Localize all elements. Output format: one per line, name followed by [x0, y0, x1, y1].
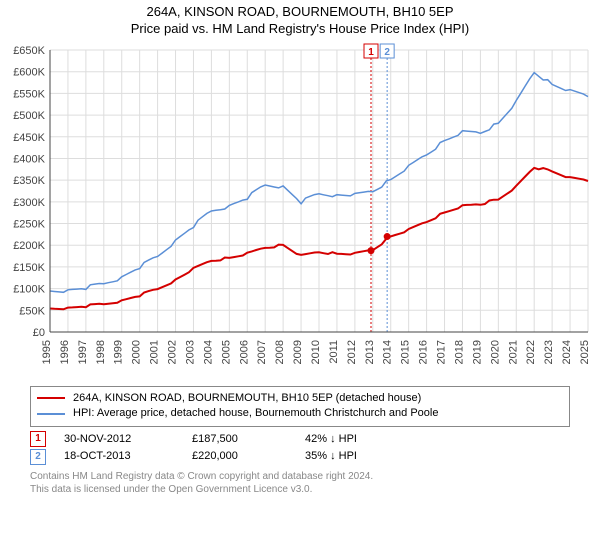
sale-delta-hpi: 42% ↓ HPI — [305, 431, 395, 449]
svg-text:2013: 2013 — [364, 340, 376, 364]
svg-text:£50K: £50K — [19, 305, 45, 317]
svg-text:2024: 2024 — [561, 340, 573, 364]
svg-text:2000: 2000 — [131, 340, 143, 364]
svg-text:2018: 2018 — [453, 340, 465, 364]
sale-price: £220,000 — [192, 448, 287, 466]
svg-text:£400K: £400K — [13, 153, 45, 165]
sale-delta-hpi: 35% ↓ HPI — [305, 448, 395, 466]
svg-text:2025: 2025 — [579, 340, 591, 364]
svg-text:£650K: £650K — [13, 45, 45, 57]
sale-date: 18-OCT-2013 — [64, 448, 174, 466]
svg-text:£350K: £350K — [13, 175, 45, 187]
svg-text:1996: 1996 — [59, 340, 71, 364]
svg-text:2009: 2009 — [292, 340, 304, 364]
svg-text:2019: 2019 — [471, 340, 483, 364]
legend: 264A, KINSON ROAD, BOURNEMOUTH, BH10 5EP… — [30, 386, 570, 427]
svg-text:2014: 2014 — [382, 340, 394, 364]
svg-text:1: 1 — [368, 47, 374, 58]
svg-text:2003: 2003 — [184, 340, 196, 364]
svg-text:2023: 2023 — [543, 340, 555, 364]
legend-item: HPI: Average price, detached house, Bour… — [37, 406, 563, 421]
sales-row: 2 18-OCT-2013 £220,000 35% ↓ HPI — [30, 448, 570, 466]
page-subtitle: Price paid vs. HM Land Registry's House … — [0, 21, 600, 42]
svg-text:2007: 2007 — [256, 340, 268, 364]
svg-text:1998: 1998 — [95, 340, 107, 364]
sale-price: £187,500 — [192, 431, 287, 449]
price-chart: £0 £50K £100K £150K £200K £250K £300K £350K £400… — [0, 42, 600, 382]
svg-text:1995: 1995 — [41, 340, 53, 364]
footer-line1: Contains HM Land Registry data © Crown c… — [30, 470, 570, 483]
sale-date: 30-NOV-2012 — [64, 431, 174, 449]
svg-text:£150K: £150K — [13, 262, 45, 274]
svg-text:2008: 2008 — [274, 340, 286, 364]
svg-text:2017: 2017 — [436, 340, 448, 364]
svg-text:2: 2 — [384, 47, 390, 58]
footer: Contains HM Land Registry data © Crown c… — [30, 470, 570, 496]
legend-label: 264A, KINSON ROAD, BOURNEMOUTH, BH10 5EP… — [73, 391, 421, 406]
svg-text:2011: 2011 — [328, 340, 340, 364]
svg-text:2020: 2020 — [489, 340, 501, 364]
svg-text:2012: 2012 — [346, 340, 358, 364]
svg-text:£550K: £550K — [13, 88, 45, 100]
footer-line2: This data is licensed under the Open Gov… — [30, 483, 570, 496]
sale-badge: 1 — [30, 431, 46, 447]
svg-text:2004: 2004 — [202, 340, 214, 364]
svg-text:£600K: £600K — [13, 66, 45, 78]
sale-badge: 2 — [30, 449, 46, 465]
svg-text:2010: 2010 — [310, 340, 322, 364]
sales-row: 1 30-NOV-2012 £187,500 42% ↓ HPI — [30, 431, 570, 449]
sales-table: 1 30-NOV-2012 £187,500 42% ↓ HPI 2 18-OCT-201… — [30, 431, 570, 466]
svg-text:£250K: £250K — [13, 218, 45, 230]
svg-text:£500K: £500K — [13, 110, 45, 122]
svg-text:£100K: £100K — [13, 283, 45, 295]
legend-item: 264A, KINSON ROAD, BOURNEMOUTH, BH10 5EP… — [37, 391, 563, 406]
svg-text:£300K: £300K — [13, 197, 45, 209]
svg-text:2002: 2002 — [167, 340, 179, 364]
svg-text:2021: 2021 — [507, 340, 519, 364]
svg-text:2005: 2005 — [220, 340, 232, 364]
page-title: 264A, KINSON ROAD, BOURNEMOUTH, BH10 5EP — [0, 0, 600, 21]
svg-text:2016: 2016 — [418, 340, 430, 364]
legend-label: HPI: Average price, detached house, Bour… — [73, 406, 438, 421]
svg-text:1999: 1999 — [113, 340, 125, 364]
svg-text:£0: £0 — [33, 327, 45, 339]
svg-text:£450K: £450K — [13, 132, 45, 144]
svg-text:£200K: £200K — [13, 240, 45, 252]
svg-text:2006: 2006 — [238, 340, 250, 364]
svg-text:2022: 2022 — [525, 340, 537, 364]
legend-swatch — [37, 397, 65, 399]
legend-swatch — [37, 413, 65, 415]
svg-text:1997: 1997 — [77, 340, 89, 364]
svg-text:2015: 2015 — [400, 340, 412, 364]
svg-text:2001: 2001 — [149, 340, 161, 364]
